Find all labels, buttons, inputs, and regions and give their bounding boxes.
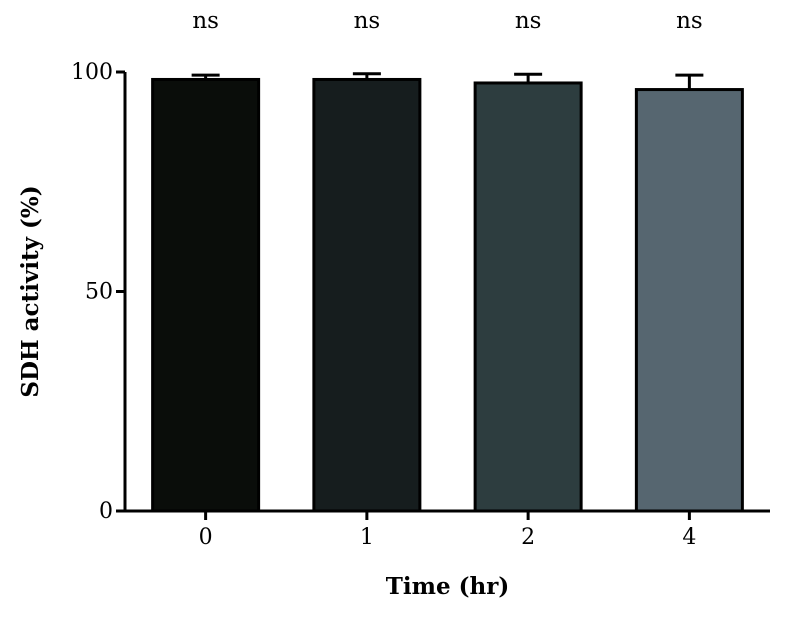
bar-4 [634,88,744,513]
y-tick-label: 50 [85,280,113,305]
x-tick-label: 2 [521,525,535,550]
y-tick-label: 0 [99,499,113,524]
bars-layer [151,77,744,513]
significance-label: ns [192,8,219,34]
bar-1 [312,77,422,513]
significance-label: ns [515,8,542,34]
significance-labels: ns ns ns ns [192,8,702,34]
bar-2 [473,81,583,513]
bar-0 [151,77,261,513]
y-ticks: 0 50 100 [71,60,125,524]
error-bars-layer [191,72,704,90]
y-axis-title: SDH activity (%) [17,185,44,397]
y-tick-label: 100 [71,60,113,85]
significance-label: ns [354,8,381,34]
x-axis-title: Time (hr) [386,573,509,600]
x-ticks: 0 1 2 4 [199,511,696,550]
x-tick-label: 0 [199,525,213,550]
x-tick-label: 4 [682,525,696,550]
significance-label: ns [676,8,703,34]
x-tick-label: 1 [360,525,374,550]
